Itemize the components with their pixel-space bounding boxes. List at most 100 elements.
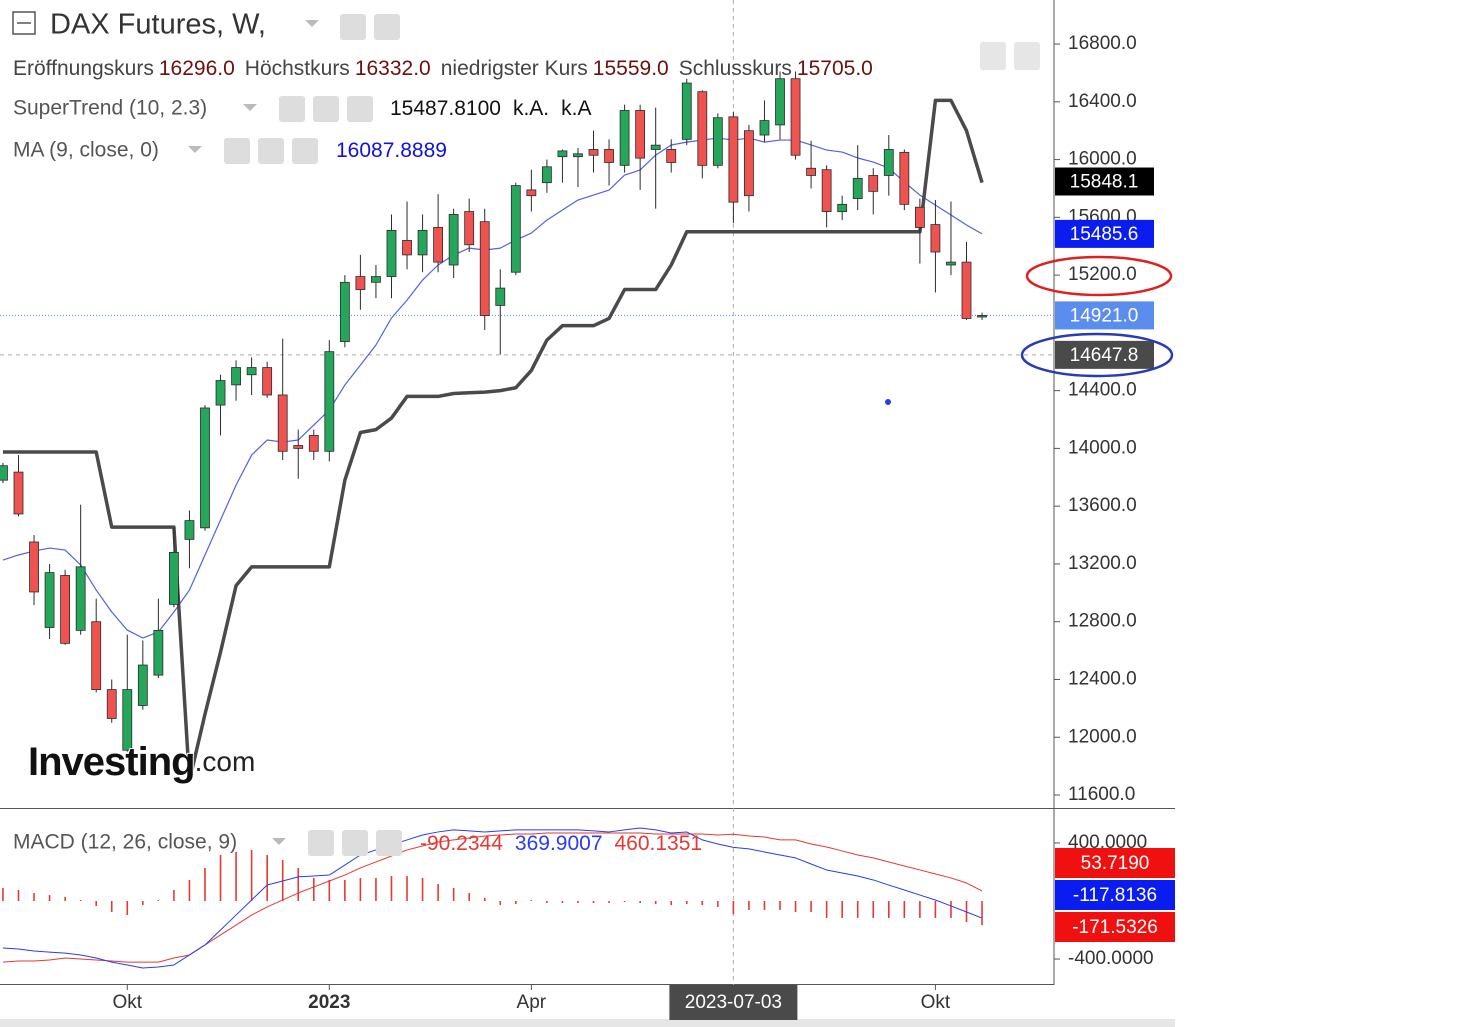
ohlc-legend: Eröffnungskurs 16296.0 Höchstkurs 16332.0 ni… xyxy=(13,57,873,80)
candle-body xyxy=(308,435,319,452)
x-tick-label: Apr xyxy=(517,992,547,1013)
dropdown-icon[interactable] xyxy=(272,838,286,845)
scrollbar xyxy=(0,1019,1175,1027)
remove-icon[interactable] xyxy=(347,96,373,122)
candle-body xyxy=(868,175,879,192)
y-tick-label: -400.0000 xyxy=(1068,948,1154,969)
settings-icon[interactable] xyxy=(342,830,368,856)
candle-body xyxy=(946,261,956,266)
candle-body xyxy=(277,394,288,452)
candle-body xyxy=(0,465,8,481)
candle-body xyxy=(293,445,304,449)
ohlc-value: 15559.0 xyxy=(593,57,669,80)
y-tick-label: 14400.0 xyxy=(1068,380,1137,401)
toolbar-icon[interactable] xyxy=(980,42,1006,70)
y-tick-label: 15200.0 xyxy=(1068,264,1137,285)
candle-body xyxy=(573,153,583,158)
visibility-icon[interactable] xyxy=(224,138,250,164)
candle-body xyxy=(775,78,785,126)
y-tick-label: 13600.0 xyxy=(1068,495,1137,516)
candle-body xyxy=(75,566,86,631)
macd-line xyxy=(2,827,983,969)
price-badge-label: 15485.6 xyxy=(1070,224,1139,245)
candle-body xyxy=(930,224,941,253)
ohlc-value: 16296.0 xyxy=(159,57,235,80)
remove-icon[interactable] xyxy=(292,138,318,164)
signal-line xyxy=(2,832,983,963)
crosshair-x-badge xyxy=(669,985,798,1020)
ohlc-name: Höchstkurs xyxy=(245,57,350,80)
macd-badge xyxy=(1055,848,1175,878)
candle-body xyxy=(604,149,614,163)
crosshair-y-badge xyxy=(1055,340,1154,369)
supertrend-legend: SuperTrend (10, 2.3) xyxy=(13,97,207,120)
dropdown-icon[interactable] xyxy=(188,146,202,153)
candle-body xyxy=(883,149,894,176)
toolbar-icon[interactable] xyxy=(1014,42,1040,70)
watermark-part: Investing xyxy=(28,740,195,784)
last-price-badge-label: 14921.0 xyxy=(1070,305,1139,326)
candle-body xyxy=(215,380,226,406)
price-badge xyxy=(1055,167,1154,196)
y-tick-label: 12400.0 xyxy=(1068,668,1137,689)
candle-body xyxy=(837,203,848,212)
supertrend-line xyxy=(2,98,984,783)
candle-body xyxy=(184,520,195,540)
settings-icon[interactable] xyxy=(340,14,366,40)
settings-icon[interactable] xyxy=(374,14,400,40)
watermark-part: .com xyxy=(195,746,256,777)
candle-body xyxy=(13,471,24,515)
candle-body xyxy=(526,189,537,197)
candle-body xyxy=(386,229,397,277)
y-tick-label: 11600.0 xyxy=(1068,784,1135,805)
price-badge-label: 15848.1 xyxy=(1070,172,1139,193)
remove-icon[interactable] xyxy=(376,830,402,856)
candle-body xyxy=(635,110,646,159)
candle-body xyxy=(137,664,148,706)
candle-body xyxy=(433,227,444,263)
candle-body xyxy=(106,689,117,719)
highlight-ellipse xyxy=(1025,255,1173,297)
candle-body xyxy=(806,167,816,176)
candle-body xyxy=(262,367,273,396)
candle-body xyxy=(464,211,475,246)
dropdown-icon[interactable] xyxy=(243,104,257,111)
settings-icon[interactable] xyxy=(258,138,284,164)
macd-badge xyxy=(1055,880,1175,910)
marker-dot xyxy=(885,399,891,405)
supertrend-values: 15487.8100 k.A. k.A xyxy=(390,97,591,120)
macd-value: -90.2344 xyxy=(420,832,503,855)
candle-body xyxy=(246,367,257,376)
ohlc-name: niedrigster Kurs xyxy=(441,57,588,80)
candle-body xyxy=(697,91,708,166)
ma-value: 16087.8889 xyxy=(336,139,447,162)
candle-body xyxy=(122,689,133,751)
settings-icon[interactable] xyxy=(313,96,339,122)
candle-body xyxy=(557,150,568,158)
price-badge xyxy=(1055,219,1154,248)
crosshair-y-badge-label: 14647.8 xyxy=(1070,345,1139,366)
candle-body xyxy=(681,82,692,140)
visibility-icon[interactable] xyxy=(279,96,305,122)
ohlc-value: 16332.0 xyxy=(355,57,431,80)
ma-line xyxy=(2,137,983,639)
candle-body xyxy=(821,169,832,212)
supertrend-value: k.A xyxy=(561,97,591,120)
candle-body xyxy=(852,177,863,199)
candle-body xyxy=(914,206,925,228)
chart-title: DAX Futures, W, xyxy=(50,9,266,41)
supertrend-value: 15487.8100 xyxy=(390,97,501,120)
visibility-icon[interactable] xyxy=(308,830,334,856)
candle-body xyxy=(371,276,381,283)
candle-body xyxy=(666,149,677,163)
candle-body xyxy=(977,315,987,318)
y-tick-label: 16000.0 xyxy=(1068,149,1137,170)
candle-body xyxy=(448,214,459,266)
candle-body xyxy=(29,541,39,593)
plot-layer: 11600.0 12000.0 12400.0 12800.0 13200.0 13600… xyxy=(0,0,1175,1020)
dropdown-icon[interactable] xyxy=(305,20,319,27)
supertrend-value: k.A. xyxy=(513,97,549,120)
candle-body xyxy=(744,130,754,197)
